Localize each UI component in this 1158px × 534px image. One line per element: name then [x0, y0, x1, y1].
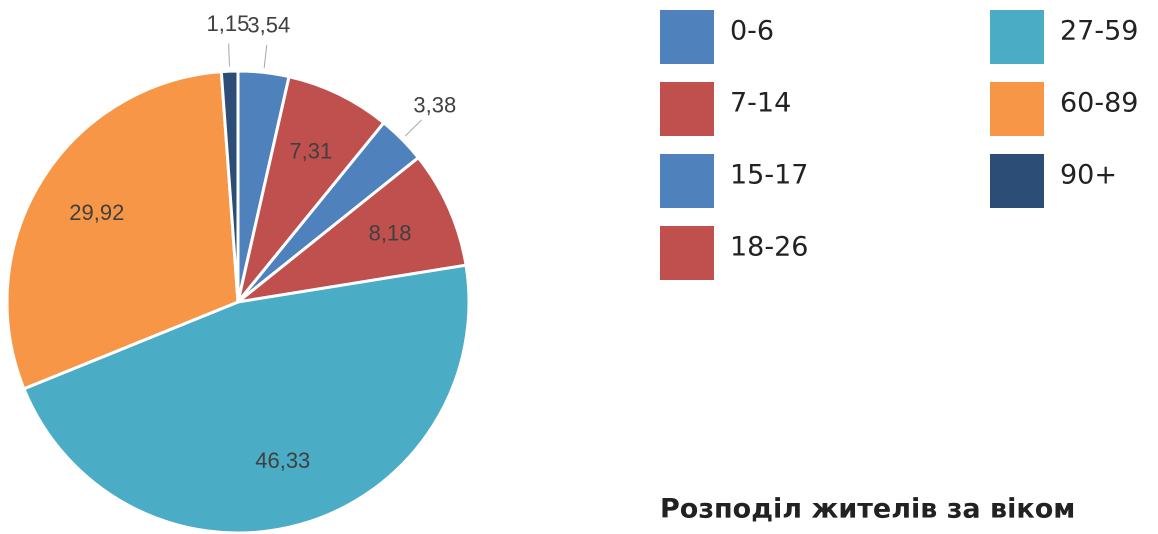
legend-label: 0-6 — [730, 16, 774, 47]
pie-slice — [236, 74, 386, 303]
data-label: 1,15 — [207, 11, 250, 36]
leader-line — [263, 44, 268, 68]
pie-slice — [219, 69, 240, 303]
legend-swatch — [660, 226, 714, 280]
leader-line — [404, 119, 423, 137]
data-label: 3,54 — [247, 12, 290, 37]
data-label: 7,31 — [289, 138, 332, 163]
legend-label: 15-17 — [730, 160, 808, 191]
pie-slice — [232, 155, 468, 305]
data-label: 3,38 — [413, 93, 456, 118]
chart-title: Розподіл жителів за віком — [660, 494, 1075, 525]
legend-swatch — [660, 10, 714, 64]
legend-label: 7-14 — [730, 88, 791, 119]
legend-swatch — [660, 154, 714, 208]
legend-swatch — [990, 154, 1044, 208]
data-label: 8,18 — [369, 220, 412, 245]
legend-swatch — [660, 82, 714, 136]
legend-swatch — [990, 82, 1044, 136]
leader-line — [228, 43, 230, 67]
legend-label: 60-89 — [1060, 88, 1138, 119]
legend-label: 27-59 — [1060, 16, 1138, 47]
pie-slice — [5, 69, 240, 391]
legend-label: 18-26 — [730, 232, 808, 263]
pie-slice — [21, 263, 471, 534]
data-label: 46,33 — [255, 448, 310, 473]
legend-swatch — [990, 10, 1044, 64]
legend-label: 90+ — [1060, 160, 1117, 191]
data-label: 29,92 — [69, 200, 124, 225]
